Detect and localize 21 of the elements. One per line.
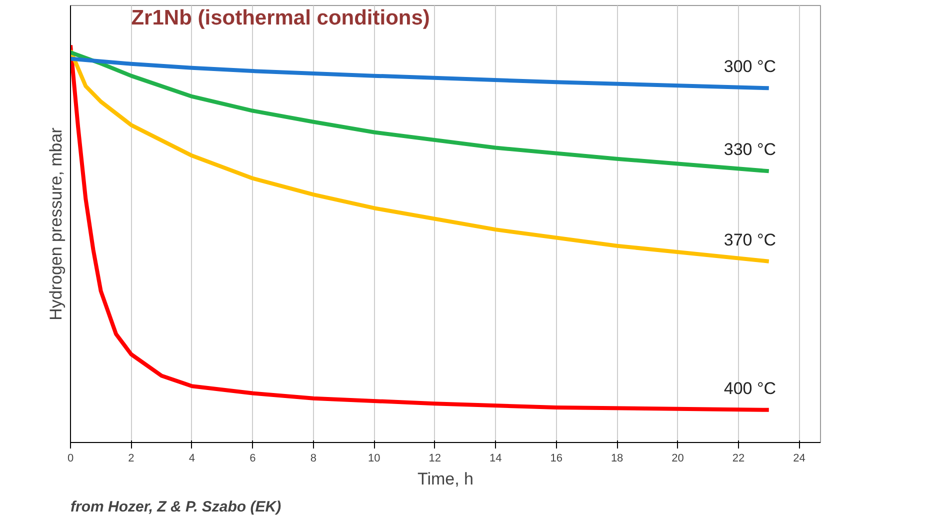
x-tick-label: 0	[67, 452, 74, 464]
x-tick-label: 8	[310, 452, 316, 464]
text: from Hozer, Z & P. Szabo (EK)	[70, 498, 282, 516]
x-tick-label: 12	[428, 452, 442, 464]
x-tick-label: 24	[793, 452, 806, 464]
x-tick-label: 22	[732, 452, 745, 464]
chart-title: Zr1Nb (isothermal conditions)	[131, 6, 430, 30]
x-tick-label: 10	[368, 452, 380, 464]
x-tick-label: 6	[250, 452, 256, 464]
x-tick-label: 20	[672, 452, 684, 464]
y-axis-title: Hydrogen pressure, mbar	[46, 127, 66, 320]
x-tick-label: 14	[489, 452, 502, 464]
series-label: 370 °C	[724, 230, 776, 250]
x-tick-label: 2	[128, 452, 134, 464]
series-label: 300 °C	[724, 57, 776, 76]
series-label: 330 °C	[724, 140, 776, 160]
x-tick-label: 4	[188, 452, 196, 464]
x-tick-label: 18	[610, 452, 624, 464]
series-label: 400 °C	[724, 378, 776, 398]
x-tick-label: 16	[550, 452, 562, 464]
x-axis-title: Time, h	[417, 470, 474, 488]
